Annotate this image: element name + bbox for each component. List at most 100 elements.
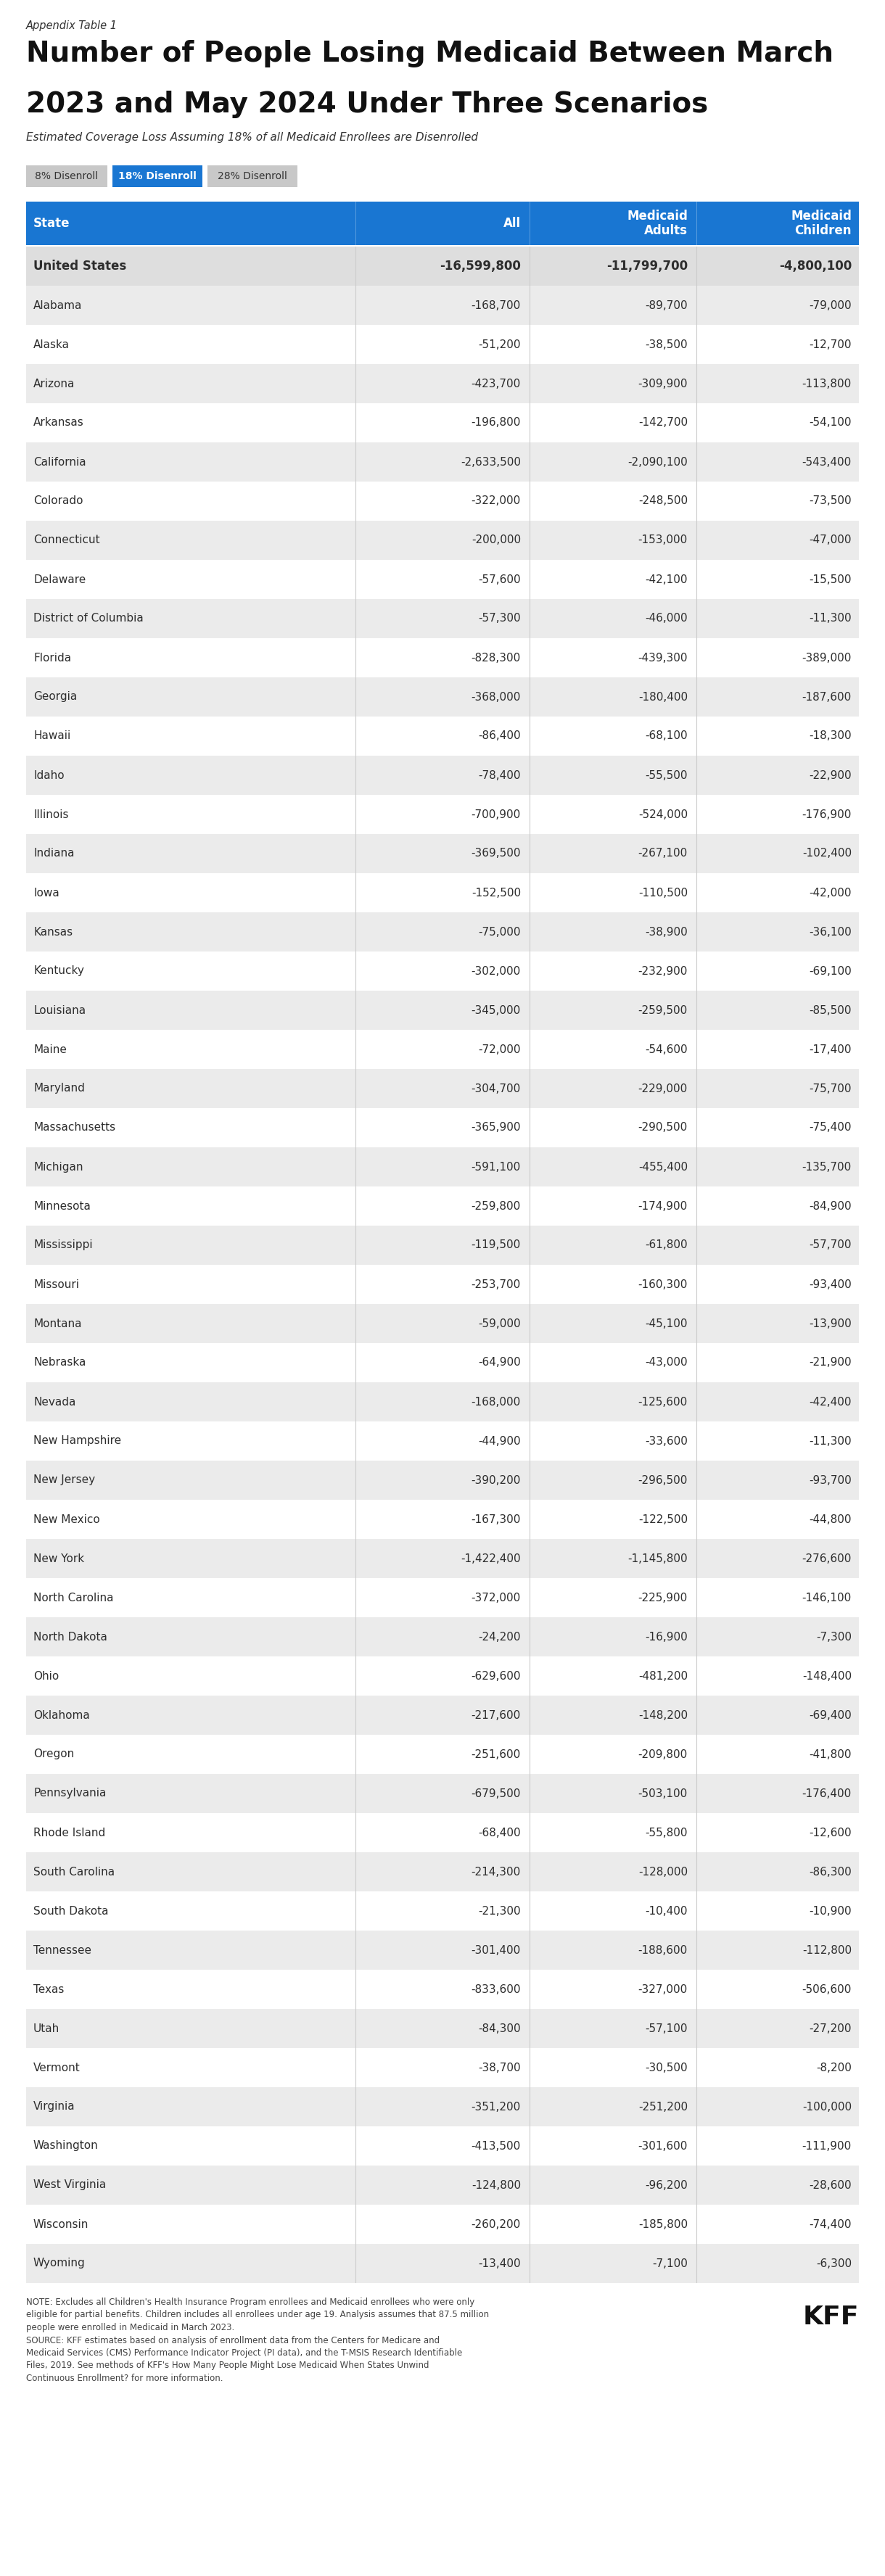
Text: -700,900: -700,900 [472, 809, 521, 819]
Text: -439,300: -439,300 [638, 652, 688, 662]
Text: -57,700: -57,700 [809, 1239, 851, 1252]
Text: Hawaii: Hawaii [34, 732, 71, 742]
Text: -481,200: -481,200 [638, 1672, 688, 1682]
Text: -16,900: -16,900 [645, 1631, 688, 1643]
Text: -142,700: -142,700 [638, 417, 688, 428]
Text: -301,600: -301,600 [638, 2141, 688, 2151]
FancyBboxPatch shape [201, 165, 304, 188]
Text: West Virginia: West Virginia [34, 2179, 106, 2190]
Text: 18% Disenroll: 18% Disenroll [119, 170, 196, 180]
Text: KFF: KFF [803, 2306, 858, 2329]
Text: Nebraska: Nebraska [34, 1358, 86, 1368]
Text: Arizona: Arizona [34, 379, 75, 389]
Text: -629,600: -629,600 [471, 1672, 521, 1682]
Text: -160,300: -160,300 [638, 1278, 688, 1291]
Text: -68,100: -68,100 [645, 732, 688, 742]
Text: -185,800: -185,800 [638, 2218, 688, 2231]
Text: -119,500: -119,500 [472, 1239, 521, 1252]
Text: -57,100: -57,100 [645, 2022, 688, 2035]
Text: -327,000: -327,000 [638, 1984, 688, 1994]
Text: -85,500: -85,500 [809, 1005, 851, 1015]
Text: Pennsylvania: Pennsylvania [34, 1788, 106, 1798]
Text: Texas: Texas [34, 1984, 64, 1994]
Text: -86,400: -86,400 [478, 732, 521, 742]
Text: Mississippi: Mississippi [34, 1239, 93, 1252]
Text: -125,600: -125,600 [638, 1396, 688, 1406]
Text: -591,100: -591,100 [472, 1162, 521, 1172]
Text: -174,900: -174,900 [638, 1200, 688, 1211]
Text: -96,200: -96,200 [645, 2179, 688, 2190]
Text: -43,000: -43,000 [645, 1358, 688, 1368]
Text: -54,100: -54,100 [809, 417, 851, 428]
Text: Alaska: Alaska [34, 340, 70, 350]
Text: -506,600: -506,600 [802, 1984, 851, 1994]
Text: -38,700: -38,700 [478, 2063, 521, 2074]
Text: Virginia: Virginia [34, 2102, 75, 2112]
Text: -44,900: -44,900 [478, 1435, 521, 1448]
Text: Montana: Montana [34, 1319, 81, 1329]
Text: -248,500: -248,500 [638, 495, 688, 507]
Text: Kansas: Kansas [34, 927, 73, 938]
Text: Nevada: Nevada [34, 1396, 76, 1406]
Text: -372,000: -372,000 [472, 1592, 521, 1602]
Text: -167,300: -167,300 [471, 1515, 521, 1525]
Text: -15,500: -15,500 [809, 574, 851, 585]
Text: Iowa: Iowa [34, 886, 59, 899]
Text: -259,800: -259,800 [472, 1200, 521, 1211]
FancyBboxPatch shape [106, 165, 209, 188]
Text: -13,900: -13,900 [809, 1319, 851, 1329]
Text: -72,000: -72,000 [479, 1043, 521, 1054]
Text: Vermont: Vermont [34, 2063, 81, 2074]
Text: -75,000: -75,000 [479, 927, 521, 938]
Text: -296,500: -296,500 [638, 1473, 688, 1486]
Text: Alabama: Alabama [34, 299, 82, 312]
Text: Maryland: Maryland [34, 1082, 85, 1095]
Text: -423,700: -423,700 [472, 379, 521, 389]
Text: -251,200: -251,200 [638, 2102, 688, 2112]
Text: -217,600: -217,600 [472, 1710, 521, 1721]
Text: Washington: Washington [34, 2141, 98, 2151]
Text: -59,000: -59,000 [478, 1319, 521, 1329]
Text: -124,800: -124,800 [472, 2179, 521, 2190]
Text: Connecticut: Connecticut [34, 536, 100, 546]
Text: -112,800: -112,800 [802, 1945, 851, 1955]
Text: -290,500: -290,500 [638, 1123, 688, 1133]
Text: -146,100: -146,100 [802, 1592, 851, 1602]
Text: Medicaid
Adults: Medicaid Adults [627, 209, 688, 237]
Text: -413,500: -413,500 [472, 2141, 521, 2151]
Text: -21,900: -21,900 [809, 1358, 851, 1368]
Text: Estimated Coverage Loss Assuming 18% of all Medicaid Enrollees are Disenrolled: Estimated Coverage Loss Assuming 18% of … [27, 131, 478, 142]
Text: -93,700: -93,700 [809, 1473, 851, 1486]
Text: -84,900: -84,900 [809, 1200, 851, 1211]
Text: -267,100: -267,100 [638, 848, 688, 858]
Text: -110,500: -110,500 [638, 886, 688, 899]
Text: -148,200: -148,200 [638, 1710, 688, 1721]
Text: -42,100: -42,100 [645, 574, 688, 585]
Text: Number of People Losing Medicaid Between March: Number of People Losing Medicaid Between… [27, 39, 834, 67]
Text: -1,422,400: -1,422,400 [461, 1553, 521, 1564]
Text: -232,900: -232,900 [638, 966, 688, 976]
Text: -12,700: -12,700 [809, 340, 851, 350]
Text: -33,600: -33,600 [645, 1435, 688, 1448]
Text: -17,400: -17,400 [809, 1043, 851, 1054]
Text: -69,100: -69,100 [809, 966, 851, 976]
Text: -369,500: -369,500 [471, 848, 521, 858]
Text: -828,300: -828,300 [472, 652, 521, 662]
Text: -148,400: -148,400 [802, 1672, 851, 1682]
Text: -196,800: -196,800 [471, 417, 521, 428]
Text: -51,200: -51,200 [479, 340, 521, 350]
Text: -168,700: -168,700 [472, 299, 521, 312]
Text: Appendix Table 1: Appendix Table 1 [27, 21, 118, 31]
Text: -18,300: -18,300 [809, 732, 851, 742]
Text: -30,500: -30,500 [645, 2063, 688, 2074]
Text: -27,200: -27,200 [809, 2022, 851, 2035]
Text: -75,400: -75,400 [809, 1123, 851, 1133]
Text: -7,300: -7,300 [816, 1631, 851, 1643]
Text: Minnesota: Minnesota [34, 1200, 90, 1211]
Text: New Jersey: New Jersey [34, 1473, 95, 1486]
Text: Louisiana: Louisiana [34, 1005, 86, 1015]
Text: New Mexico: New Mexico [34, 1515, 100, 1525]
Text: -55,500: -55,500 [645, 770, 688, 781]
Text: -69,400: -69,400 [809, 1710, 851, 1721]
Text: -8,200: -8,200 [816, 2063, 851, 2074]
